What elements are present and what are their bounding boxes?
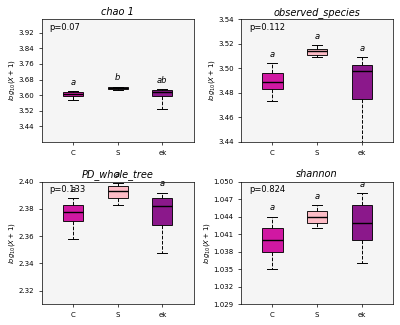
Text: a: a	[270, 203, 275, 213]
Text: a: a	[115, 170, 120, 179]
PathPatch shape	[352, 205, 372, 240]
PathPatch shape	[108, 186, 128, 198]
Text: a: a	[270, 50, 275, 59]
Text: a: a	[314, 192, 320, 201]
Text: a: a	[359, 44, 364, 53]
Title: PD_whole_tree: PD_whole_tree	[82, 169, 154, 180]
PathPatch shape	[108, 87, 128, 89]
Title: observed_species: observed_species	[274, 7, 360, 18]
Title: chao 1: chao 1	[101, 7, 134, 17]
Text: b: b	[115, 73, 120, 82]
PathPatch shape	[307, 211, 327, 223]
PathPatch shape	[262, 73, 282, 89]
Title: shannon: shannon	[296, 169, 338, 179]
Text: p=0.824: p=0.824	[249, 185, 285, 194]
Text: a: a	[314, 32, 320, 41]
Y-axis label: $log_{10}(X+1)$: $log_{10}(X+1)$	[7, 59, 17, 101]
Text: ab: ab	[157, 76, 168, 85]
Text: a: a	[70, 185, 76, 194]
PathPatch shape	[307, 48, 327, 55]
Text: p=0.07: p=0.07	[49, 23, 80, 32]
PathPatch shape	[63, 205, 83, 221]
Text: a: a	[70, 78, 76, 87]
Text: a: a	[359, 180, 364, 189]
PathPatch shape	[352, 65, 372, 99]
Text: a: a	[160, 179, 165, 188]
Y-axis label: $log_{10}(X+1)$: $log_{10}(X+1)$	[202, 222, 212, 264]
Text: p=0.112: p=0.112	[249, 23, 285, 32]
Y-axis label: $log_{10}(X+1)$: $log_{10}(X+1)$	[7, 222, 17, 264]
Y-axis label: $log_{10}(X+1)$: $log_{10}(X+1)$	[206, 59, 216, 101]
PathPatch shape	[152, 90, 172, 96]
PathPatch shape	[63, 92, 83, 96]
PathPatch shape	[152, 198, 172, 225]
PathPatch shape	[262, 228, 282, 252]
Text: p=0.133: p=0.133	[49, 185, 86, 194]
